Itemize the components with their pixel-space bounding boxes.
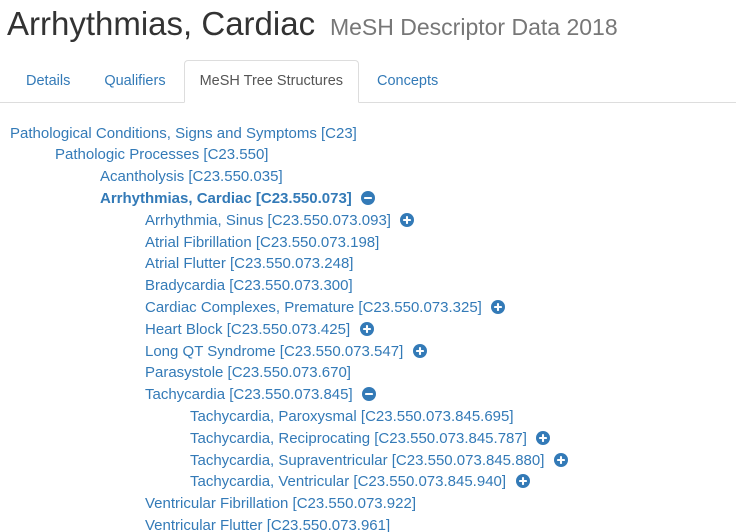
tree-node-link[interactable]: Atrial Flutter [C23.550.073.248]	[145, 255, 354, 273]
tree-node-link[interactable]: Ventricular Flutter [C23.550.073.961]	[145, 516, 391, 532]
tree-node: Pathological Conditions, Signs and Sympt…	[0, 123, 736, 145]
plus-circle-icon[interactable]	[515, 474, 530, 489]
tree-node: Pathologic Processes [C23.550]	[0, 144, 736, 166]
tab-qualifiers[interactable]: Qualifiers	[88, 60, 181, 103]
tree-node-link[interactable]: Tachycardia, Reciprocating [C23.550.073.…	[190, 429, 527, 447]
tree-node-link[interactable]: Pathological Conditions, Signs and Sympt…	[10, 124, 357, 142]
tree-node-link[interactable]: Acantholysis [C23.550.035]	[100, 168, 283, 186]
plus-circle-icon[interactable]	[553, 452, 568, 467]
tree-node: Tachycardia, Reciprocating [C23.550.073.…	[0, 428, 736, 450]
tree-node-link[interactable]: Cardiac Complexes, Premature [C23.550.07…	[145, 298, 482, 316]
tree-node-link[interactable]: Arrhythmia, Sinus [C23.550.073.093]	[145, 211, 391, 229]
plus-circle-icon[interactable]	[359, 321, 374, 336]
tree-node: Acantholysis [C23.550.035]	[0, 166, 736, 188]
tab-concepts[interactable]: Concepts	[361, 60, 454, 103]
plus-circle-icon[interactable]	[412, 343, 427, 358]
tree-node: Ventricular Fibrillation [C23.550.073.92…	[0, 493, 736, 515]
tree-node-link[interactable]: Atrial Fibrillation [C23.550.073.198]	[145, 233, 380, 251]
tab-qualifiers-link[interactable]: Qualifiers	[104, 73, 166, 89]
minus-circle-icon[interactable]	[362, 387, 377, 402]
plus-circle-icon[interactable]	[400, 212, 415, 227]
tab-bar: Details Qualifiers MeSH Tree Structures …	[0, 60, 736, 103]
tree-node-link[interactable]: Bradycardia [C23.550.073.300]	[145, 277, 353, 295]
tree-node: Tachycardia [C23.550.073.845]	[0, 384, 736, 406]
page-title: Arrhythmias, Cardiac	[7, 5, 316, 42]
tab-details[interactable]: Details	[10, 60, 86, 103]
tree-node-link[interactable]: Heart Block [C23.550.073.425]	[145, 320, 351, 338]
plus-circle-icon[interactable]	[536, 430, 551, 445]
tree-node: Cardiac Complexes, Premature [C23.550.07…	[0, 297, 736, 319]
tab-mesh-tree-structures-link[interactable]: MeSH Tree Structures	[183, 60, 360, 103]
tree-node-link[interactable]: Pathologic Processes [C23.550]	[55, 146, 269, 164]
tree-node: Tachycardia, Paroxysmal [C23.550.073.845…	[0, 406, 736, 428]
tree-node: Arrhythmias, Cardiac [C23.550.073]	[0, 188, 736, 210]
tab-details-link[interactable]: Details	[26, 73, 71, 89]
tree-node: Parasystole [C23.550.073.670]	[0, 362, 736, 384]
tree-node-link[interactable]: Tachycardia, Supraventricular [C23.550.0…	[190, 451, 545, 469]
page-subtitle: MeSH Descriptor Data 2018	[329, 14, 618, 40]
tree-node-link[interactable]: Long QT Syndrome [C23.550.073.547]	[145, 342, 404, 360]
plus-circle-icon[interactable]	[491, 299, 506, 314]
tree-node-link[interactable]: Tachycardia, Paroxysmal [C23.550.073.845…	[190, 407, 514, 425]
tree-node: Tachycardia, Ventricular [C23.550.073.84…	[0, 471, 736, 493]
tree-node: Ventricular Flutter [C23.550.073.961]	[0, 515, 736, 532]
tab-mesh-tree-structures[interactable]: MeSH Tree Structures	[183, 60, 360, 103]
tree-node: Long QT Syndrome [C23.550.073.547]	[0, 341, 736, 363]
page-header: Arrhythmias, Cardiac MeSH Descriptor Dat…	[7, 5, 736, 43]
tree-node: Arrhythmia, Sinus [C23.550.073.093]	[0, 210, 736, 232]
tree-node: Atrial Flutter [C23.550.073.248]	[0, 253, 736, 275]
tree-node-link[interactable]: Tachycardia [C23.550.073.845]	[145, 386, 353, 404]
tree-node-link[interactable]: Arrhythmias, Cardiac [C23.550.073]	[100, 189, 352, 207]
tree-node: Heart Block [C23.550.073.425]	[0, 319, 736, 341]
mesh-tree: Pathological Conditions, Signs and Sympt…	[0, 123, 736, 532]
tree-node-link[interactable]: Tachycardia, Ventricular [C23.550.073.84…	[190, 473, 507, 491]
tree-node: Bradycardia [C23.550.073.300]	[0, 275, 736, 297]
tree-node: Tachycardia, Supraventricular [C23.550.0…	[0, 450, 736, 472]
tree-node-link[interactable]: Parasystole [C23.550.073.670]	[145, 364, 351, 382]
minus-circle-icon[interactable]	[361, 190, 376, 205]
tab-concepts-link[interactable]: Concepts	[377, 73, 439, 89]
tree-node: Atrial Fibrillation [C23.550.073.198]	[0, 232, 736, 254]
tree-node-link[interactable]: Ventricular Fibrillation [C23.550.073.92…	[145, 495, 416, 513]
